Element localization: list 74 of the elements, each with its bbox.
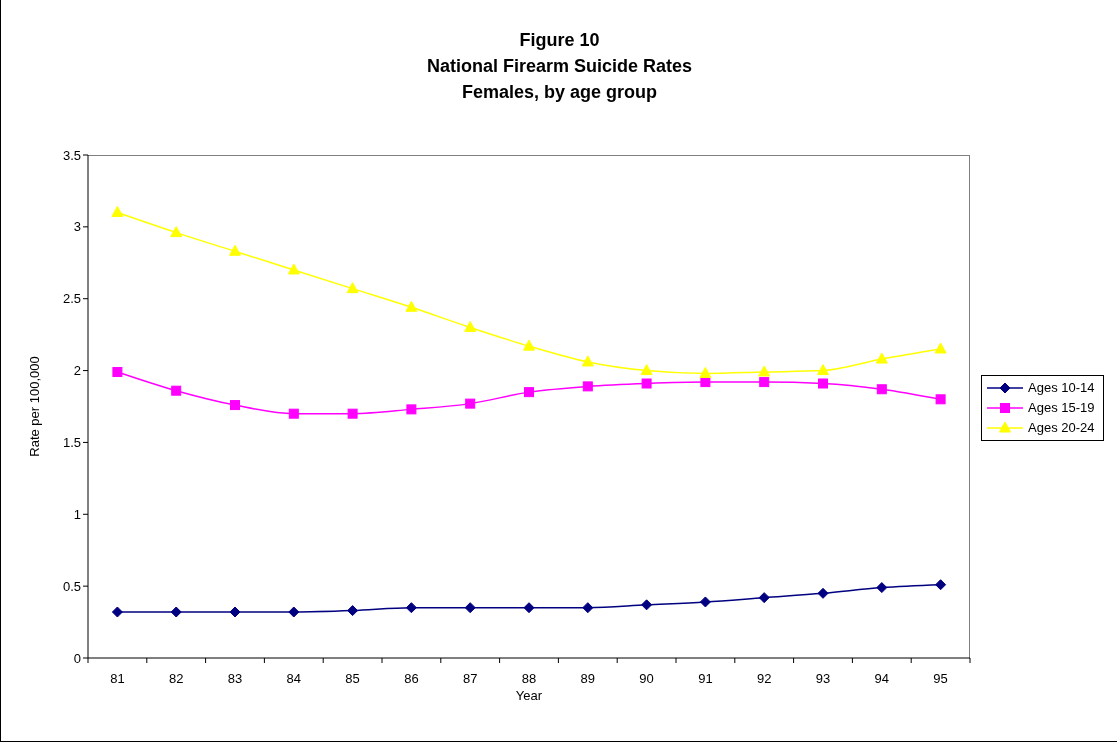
x-tick-label: 91 [698, 671, 713, 686]
point [230, 400, 240, 411]
x-tick-label: 95 [933, 671, 948, 686]
point [229, 244, 241, 256]
x-tick-label: 94 [874, 671, 890, 686]
point [405, 300, 418, 312]
y-tick-label: 3 [73, 219, 81, 235]
y-tick-label: 0.5 [62, 578, 81, 594]
point [582, 381, 593, 392]
point [758, 592, 770, 604]
point [581, 355, 594, 367]
point [759, 377, 770, 388]
x-tick-label: 93 [815, 671, 831, 686]
chart-title: Figure 10 National Firearm Suicide Rates Females, by age group [425, 29, 694, 104]
y-tick-label: 3.5 [62, 147, 81, 163]
point [524, 387, 534, 398]
point [288, 408, 299, 419]
x-tick-label: 85 [345, 671, 360, 686]
point [346, 282, 359, 294]
x-axis-title: Year [515, 688, 543, 703]
x-tick-label: 92 [756, 671, 772, 686]
point [817, 364, 829, 376]
point [347, 408, 358, 419]
point [699, 366, 712, 378]
point [523, 339, 535, 351]
x-tick-label: 88 [521, 671, 537, 686]
x-tick-label: 87 [462, 671, 478, 686]
x-tick-label: 82 [168, 671, 184, 686]
y-tick-label: 1.5 [62, 435, 81, 451]
point [170, 606, 182, 618]
point [700, 377, 711, 388]
point [406, 404, 417, 415]
point [640, 364, 653, 376]
y-axis-title: Rate per 100,000 [26, 356, 42, 457]
point [287, 263, 300, 275]
legend-label: Ages 10-14 [1028, 379, 1095, 397]
point [171, 385, 182, 396]
point [464, 320, 477, 332]
x-tick-label: 89 [580, 671, 596, 686]
x-tick-label: 84 [286, 671, 302, 686]
point [288, 606, 300, 618]
point [229, 606, 241, 618]
point [875, 352, 888, 364]
point [170, 226, 183, 238]
point [818, 378, 828, 389]
y-tick-label: 0 [73, 650, 81, 666]
point [699, 596, 711, 608]
point [112, 367, 123, 378]
point [876, 384, 887, 395]
legend-label: Ages 20-24 [1028, 419, 1095, 437]
point [876, 582, 888, 594]
point [641, 378, 652, 389]
point [523, 602, 535, 614]
legend-label: Ages 15-19 [1028, 399, 1095, 417]
point [347, 605, 359, 617]
point [111, 606, 123, 618]
point [405, 602, 417, 614]
y-tick-label: 2.5 [62, 291, 81, 307]
x-tick-label: 86 [404, 671, 419, 686]
x-tick-label: 83 [227, 671, 243, 686]
point [111, 205, 124, 217]
point [464, 602, 476, 614]
point [935, 579, 947, 591]
point [758, 365, 771, 377]
point [582, 602, 594, 614]
point [641, 599, 653, 611]
point [934, 342, 947, 354]
point [935, 394, 946, 405]
x-tick-label: 90 [639, 671, 654, 686]
y-tick-label: 2 [73, 363, 81, 379]
point [465, 398, 476, 409]
x-tick-label: 81 [110, 671, 125, 686]
y-tick-label: 1 [73, 506, 81, 522]
point [817, 587, 829, 599]
